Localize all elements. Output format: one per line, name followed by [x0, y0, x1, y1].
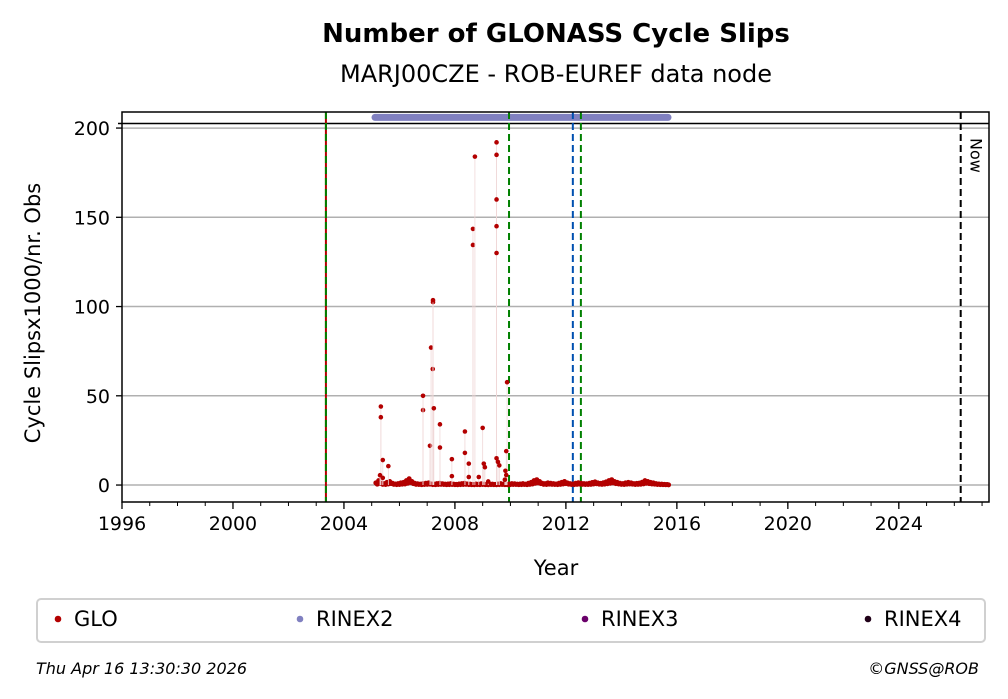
- glo-data-point: [378, 414, 384, 420]
- x-tick-label: 2012: [542, 513, 590, 535]
- glo-data-point: [494, 152, 499, 158]
- legend-label-rinex3: RINEX3: [601, 607, 679, 631]
- x-tick-label: 2008: [431, 513, 479, 535]
- glo-data-point: [470, 242, 476, 248]
- glo-data-point: [449, 473, 455, 479]
- glo-data-point: [380, 457, 386, 463]
- glo-data-point: [472, 154, 478, 159]
- glo-data-point: [449, 456, 455, 462]
- glo-data-point: [503, 448, 509, 454]
- legend-label-glo: GLO: [74, 607, 118, 631]
- x-tick-label: 2004: [320, 513, 368, 535]
- glo-data-point: [481, 461, 487, 466]
- glo-data-point: [466, 461, 472, 466]
- glo-data-point: [497, 463, 502, 468]
- chart-subtitle: MARJ00CZE - ROB-EUREF data node: [340, 60, 772, 88]
- y-tick-label: 50: [86, 386, 110, 408]
- glo-data-point: [462, 450, 468, 456]
- glo-data-point: [377, 472, 383, 478]
- legend-marker-rinex3: [581, 615, 589, 623]
- glo-data-point: [427, 443, 433, 449]
- y-tick-label: 100: [74, 297, 110, 319]
- glo-data-point: [502, 477, 508, 482]
- legend-marker-rinex4: [864, 615, 872, 623]
- glo-data-point: [378, 404, 384, 409]
- glo-data-point: [504, 379, 510, 385]
- glo-data-point: [494, 197, 499, 202]
- glo-data-point: [494, 140, 499, 145]
- glo-data-point: [480, 425, 485, 431]
- glo-data-point: [494, 455, 499, 461]
- x-tick-label: 2020: [764, 513, 812, 535]
- glo-data-point: [386, 463, 391, 469]
- y-axis-label: Cycle Slipsx1000/nr. Obs: [21, 183, 45, 443]
- legend: GLO RINEX2 RINEX3 RINEX4: [36, 598, 986, 643]
- legend-marker-rinex2: [296, 615, 304, 623]
- glo-data-point: [466, 474, 472, 480]
- x-tick-label: 2000: [209, 513, 257, 535]
- legend-marker-glo: [54, 615, 62, 623]
- now-label: Now: [967, 138, 986, 173]
- glo-data-point: [437, 422, 443, 427]
- plot-area: Now: [118, 112, 989, 502]
- chart-title: Number of GLONASS Cycle Slips: [322, 19, 790, 49]
- glo-data-point: [462, 429, 468, 434]
- legend-label-rinex2: RINEX2: [316, 607, 394, 631]
- glo-data-point: [428, 345, 434, 350]
- glo-data-point: [485, 479, 491, 484]
- glo-data-point: [482, 464, 488, 470]
- glo-data-point: [494, 250, 499, 256]
- legend-label-rinex4: RINEX4: [884, 607, 962, 631]
- glo-data-point: [494, 223, 499, 229]
- x-tick-label: 2024: [875, 513, 923, 535]
- glo-data-point: [431, 405, 437, 411]
- glo-data-point: [437, 445, 443, 450]
- glo-data-point: [430, 297, 436, 303]
- glo-data-point: [503, 468, 508, 474]
- glo-data-point: [495, 459, 501, 465]
- x-tick-label: 1996: [98, 513, 146, 535]
- glo-baseline-point: [666, 482, 672, 488]
- footer-copyright: ©GNSS@ROB: [868, 659, 979, 678]
- glo-data-point: [420, 393, 426, 399]
- y-tick-label: 150: [74, 207, 110, 229]
- glo-data-point: [503, 472, 509, 478]
- footer-timestamp: Thu Apr 16 13:30:30 2026: [36, 659, 247, 678]
- glo-data-point: [476, 474, 482, 480]
- x-axis-label: Year: [533, 556, 579, 580]
- x-tick-label: 2016: [653, 513, 701, 535]
- y-tick-label: 200: [74, 118, 110, 140]
- y-tick-label: 0: [98, 475, 110, 497]
- glo-data-point: [470, 226, 476, 232]
